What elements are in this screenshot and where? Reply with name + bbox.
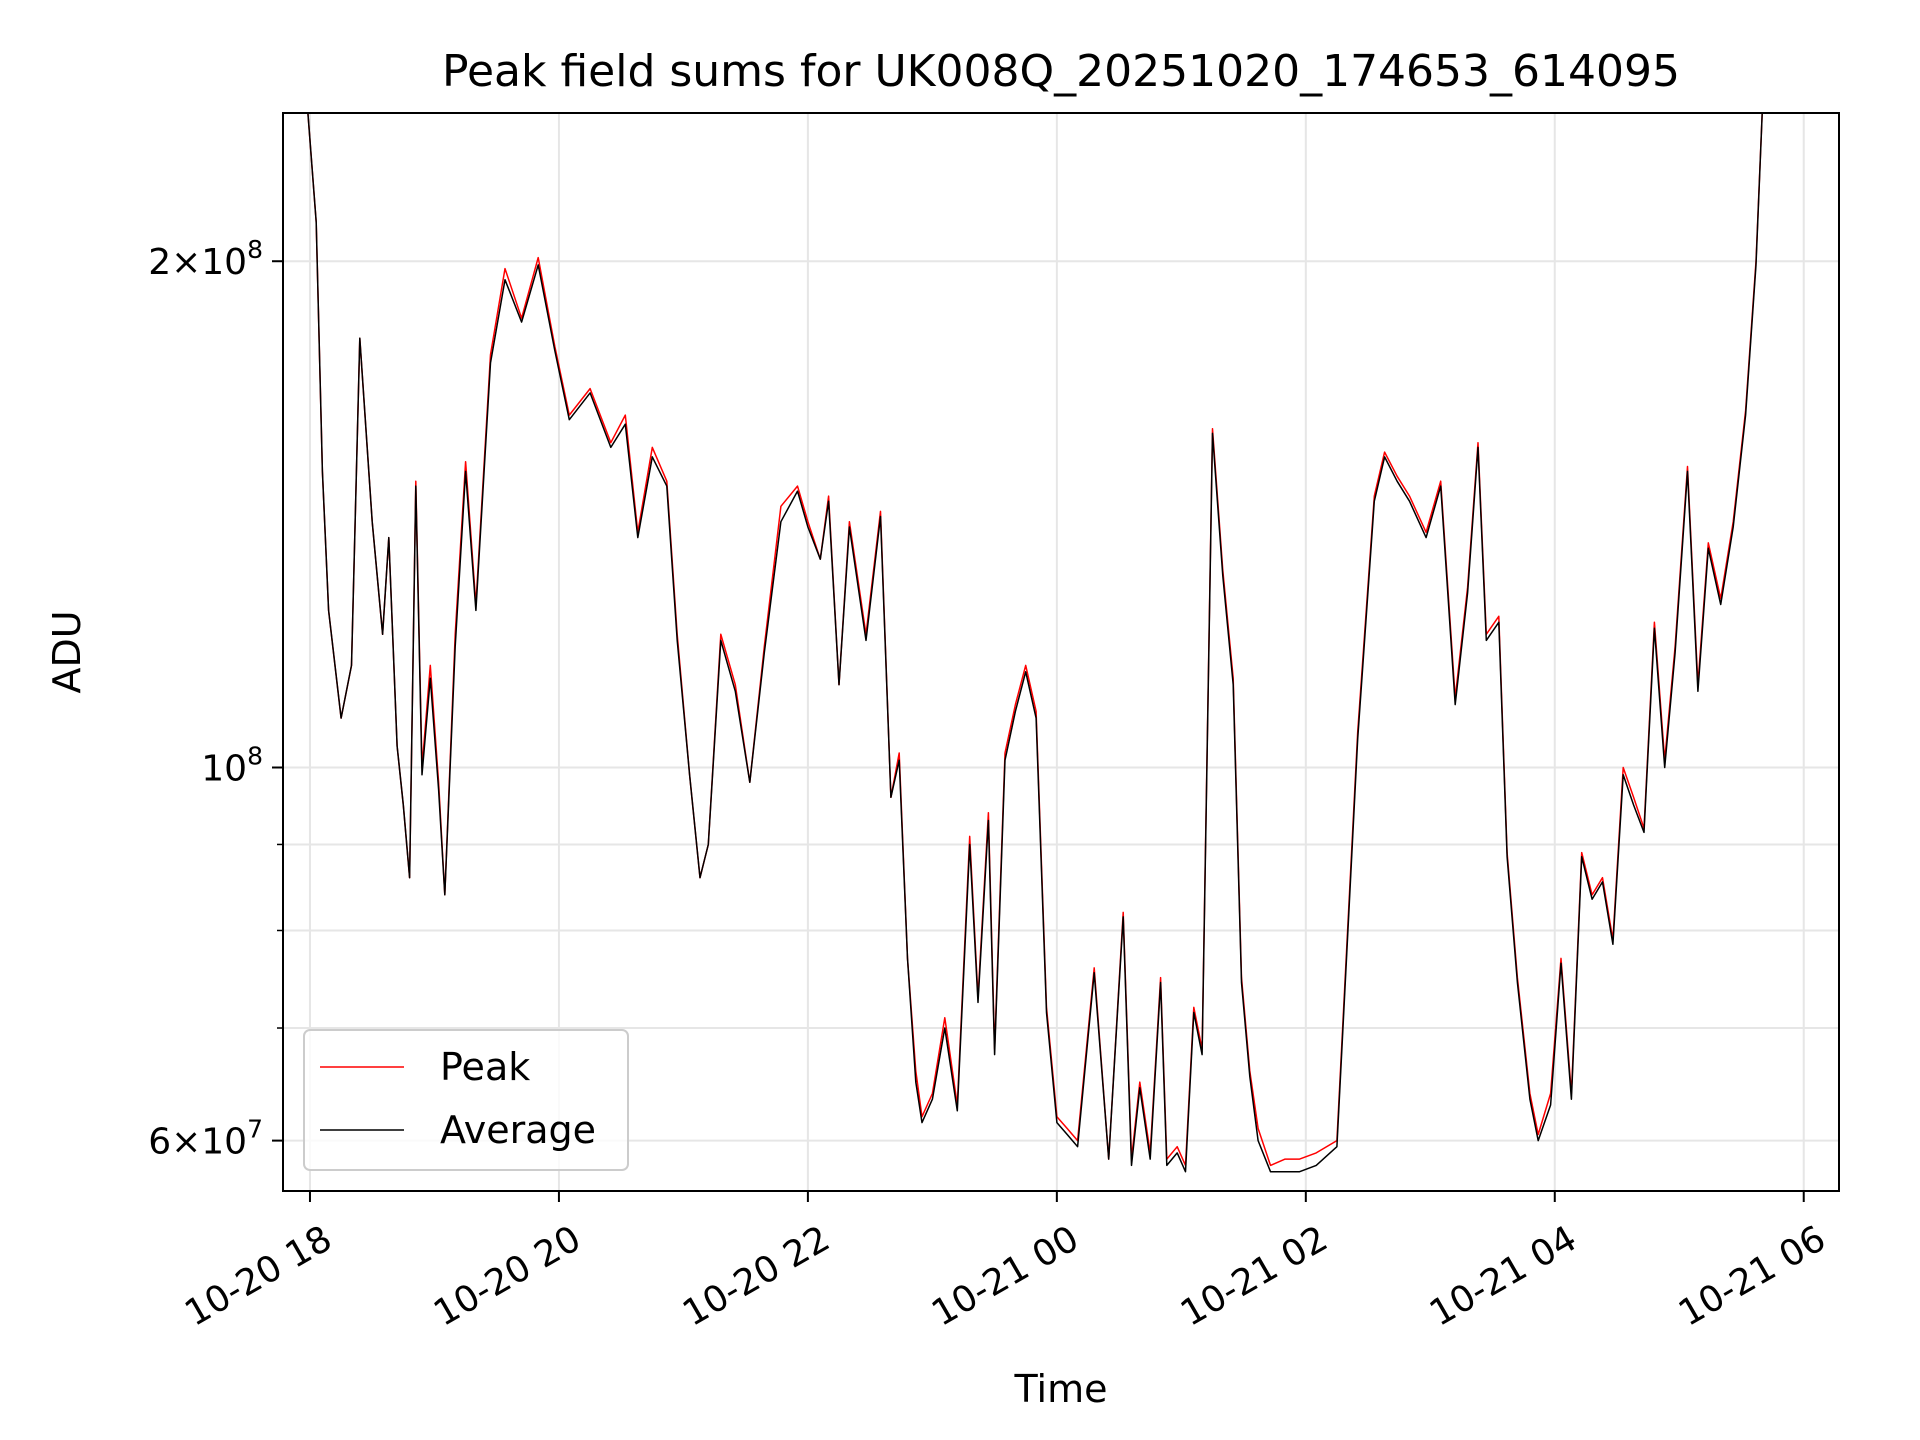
y-tick-exponent: 8 [247, 235, 263, 264]
plot-frame [282, 112, 1840, 1192]
y-tick-label: 108 [201, 742, 263, 790]
y-axis-label: ADU [45, 610, 89, 693]
legend-label-peak: Peak [440, 1045, 530, 1089]
y-tick-base: 10 [201, 749, 247, 790]
legend-box [303, 1029, 629, 1171]
y-tick-label: 6×107 [148, 1115, 263, 1163]
y-tick-exponent: 8 [247, 742, 263, 771]
series-line-average [283, 113, 1763, 1173]
legend: Peak Average [303, 1029, 629, 1171]
y-tick-exponent: 7 [247, 1115, 263, 1144]
legend-label-average: Average [440, 1108, 596, 1152]
gridlines [283, 113, 1839, 1191]
y-tick-base: 6×10 [148, 1122, 247, 1163]
y-tick-base: 2×10 [148, 242, 247, 283]
chart-title: Peak field sums for UK008Q_20251020_1746… [442, 46, 1680, 97]
x-axis-label: Time [1014, 1367, 1108, 1411]
y-tick-label: 2×108 [148, 235, 263, 283]
